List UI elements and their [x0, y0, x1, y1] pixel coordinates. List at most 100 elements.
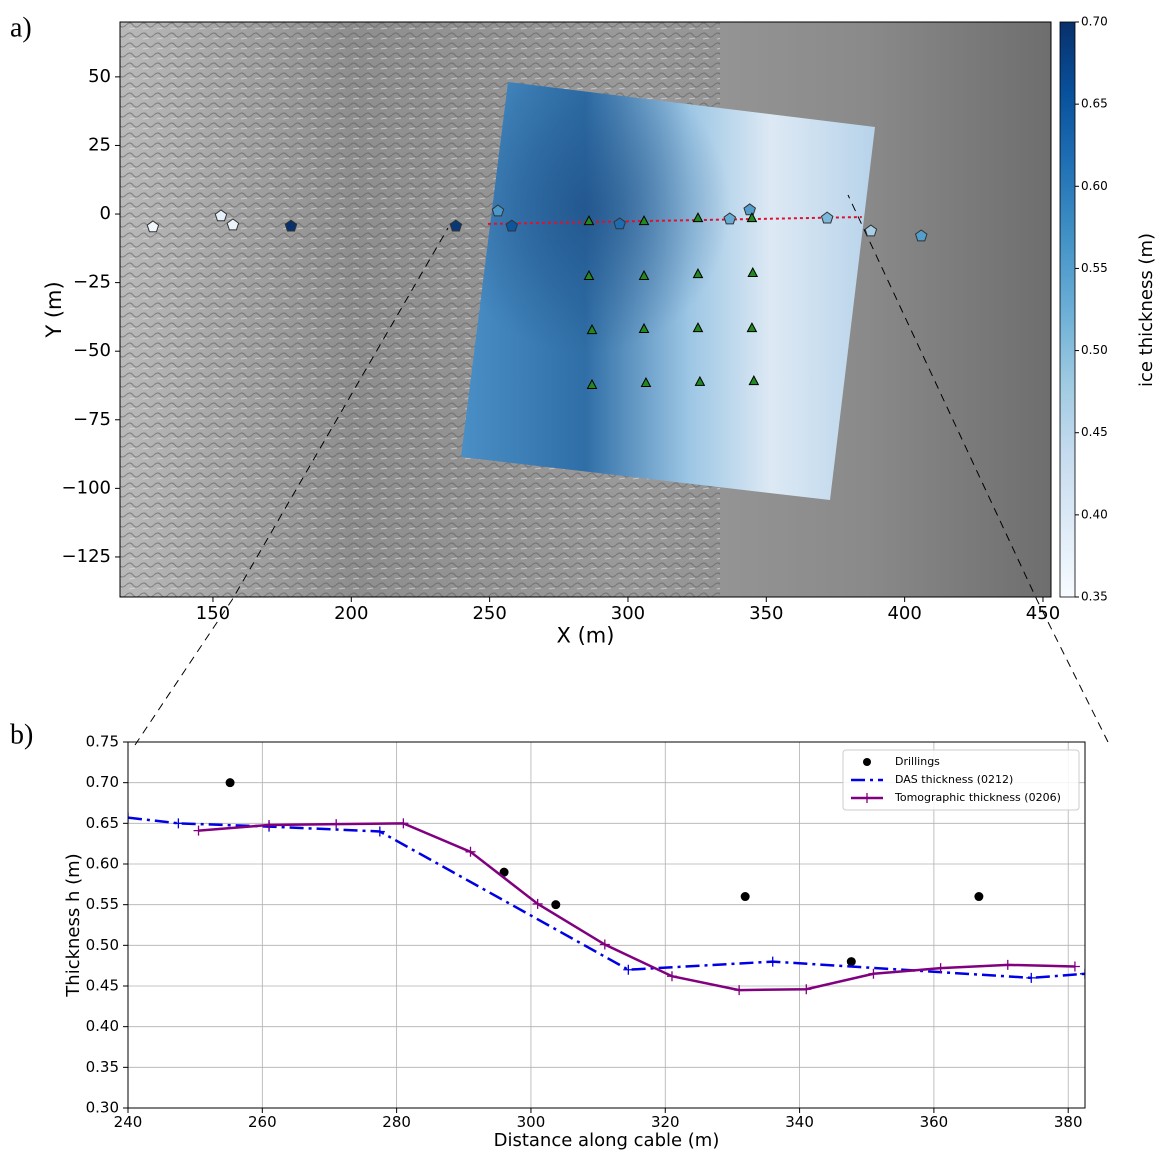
colorbar-tick-label: 0.50 — [1081, 343, 1108, 357]
panel-label: b) — [10, 719, 33, 750]
grid-point — [586, 378, 598, 389]
colorbar — [1059, 21, 1076, 598]
y-tick-label: −125 — [62, 546, 111, 567]
grid-point — [638, 269, 650, 281]
x-tick-label: 450 — [1026, 603, 1060, 624]
drilling — [551, 900, 561, 910]
x-tick-label: 240 — [114, 1113, 143, 1131]
vertex-marker — [465, 846, 476, 857]
grid-point — [586, 324, 598, 335]
grid-point — [583, 215, 595, 226]
drilling-point — [505, 219, 519, 232]
vertex-marker — [173, 818, 184, 829]
drilling-point — [284, 219, 298, 232]
vertex-marker — [398, 818, 409, 829]
x-tick-label: 280 — [382, 1113, 411, 1131]
drilling-point — [146, 220, 160, 233]
grid-point — [746, 322, 758, 333]
drilling-point — [743, 203, 756, 216]
colorbar-tick-label: 0.55 — [1081, 261, 1108, 275]
y-tick-label: −25 — [73, 272, 111, 293]
colorbar-tick-label: 0.65 — [1081, 97, 1108, 111]
grid-point — [638, 322, 650, 333]
y-tick-label: 0.35 — [86, 1058, 119, 1076]
drilling-point — [723, 212, 737, 225]
y-tick-label: 0.75 — [86, 733, 119, 751]
x-tick-label: 320 — [651, 1113, 680, 1131]
x-tick-label: 360 — [920, 1113, 949, 1131]
grid-point — [746, 212, 758, 223]
colorbar-tick-label: 0.35 — [1081, 590, 1108, 604]
drilling — [740, 892, 750, 902]
axes-frame — [127, 741, 1086, 1109]
y-tick-label: −50 — [73, 340, 111, 361]
grid-point — [694, 375, 706, 386]
legend-label: Drillings — [895, 755, 940, 768]
thickness-line — [198, 822, 1075, 992]
vertex-marker — [128, 812, 133, 823]
cable-line — [487, 216, 862, 225]
grid-point — [692, 322, 704, 333]
drilling-point — [214, 209, 228, 222]
x-tick-label: 300 — [611, 603, 645, 624]
vertex-marker — [935, 963, 946, 974]
x-tick-label: 250 — [472, 603, 506, 624]
drilling — [499, 867, 509, 877]
vertex-marker — [532, 898, 543, 909]
drilling — [225, 778, 235, 788]
drilling-point — [226, 218, 240, 231]
x-axis-label: X (m) — [557, 624, 615, 648]
plot-area — [128, 778, 1085, 996]
x-axis-label: Distance along cable (m) — [494, 1130, 720, 1151]
vertex-marker — [1080, 968, 1085, 979]
y-axis-label: Y (m) — [42, 281, 66, 338]
axes-frame — [119, 21, 1052, 598]
colorbar-tick-label: 0.70 — [1081, 15, 1108, 29]
vertex-marker — [868, 968, 879, 979]
colorbar-tick-label: 0.40 — [1081, 507, 1108, 521]
y-axis-label: Thickness h (m) — [63, 853, 84, 997]
vertex-marker — [331, 819, 342, 830]
vertex-marker — [767, 956, 778, 967]
legend — [842, 749, 1080, 811]
grid-point — [583, 269, 595, 281]
y-tick-label: 0.50 — [86, 936, 119, 954]
colorbar-tick-label: 0.60 — [1081, 179, 1108, 193]
vertex-marker — [734, 985, 745, 996]
legend-marker — [863, 758, 871, 766]
vertex-marker — [1026, 972, 1037, 983]
drilling-point — [491, 204, 505, 217]
y-tick-label: 0 — [100, 203, 111, 224]
map-background — [120, 22, 1051, 597]
y-tick-label: 50 — [88, 66, 111, 87]
grid-point — [638, 215, 650, 226]
drilling-point — [613, 217, 626, 230]
legend-marker — [862, 793, 872, 803]
grid-point — [692, 212, 704, 223]
y-tick-label: 0.70 — [86, 773, 119, 791]
vertex-marker — [374, 826, 385, 837]
thickness-line — [128, 816, 1085, 980]
vertex-marker — [193, 825, 204, 836]
vertex-marker — [666, 971, 677, 982]
x-tick-label: 380 — [1054, 1113, 1083, 1131]
grid-point — [747, 266, 759, 278]
y-tick-label: 0.30 — [86, 1099, 119, 1117]
x-tick-label: 150 — [196, 603, 230, 624]
y-tick-label: −100 — [62, 477, 111, 498]
panel-label: a) — [10, 12, 32, 43]
y-tick-label: 0.40 — [86, 1017, 119, 1035]
drilling-point — [449, 219, 463, 232]
drilling-point — [914, 229, 928, 242]
drilling — [974, 892, 984, 902]
y-tick-label: −75 — [73, 409, 111, 430]
grid-point — [692, 268, 704, 279]
drilling — [846, 957, 856, 967]
x-tick-label: 300 — [517, 1113, 546, 1131]
vertex-marker — [1002, 959, 1013, 970]
y-tick-label: 0.45 — [86, 977, 119, 995]
vertex-marker — [599, 939, 610, 950]
